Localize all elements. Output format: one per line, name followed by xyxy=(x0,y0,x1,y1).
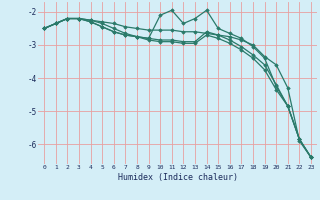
X-axis label: Humidex (Indice chaleur): Humidex (Indice chaleur) xyxy=(118,173,238,182)
